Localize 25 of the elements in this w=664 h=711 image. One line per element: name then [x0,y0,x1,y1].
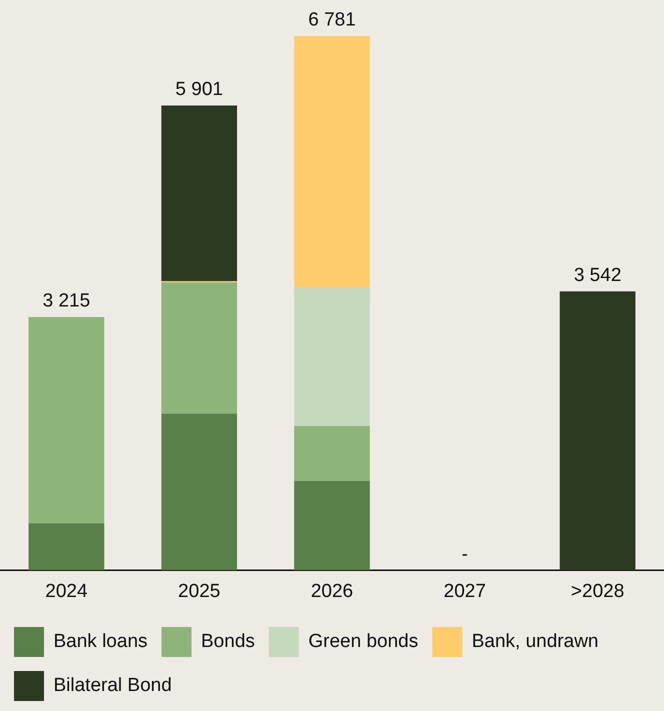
bar [28,523,104,570]
x-tick-label: >2028 [570,580,624,602]
bar [294,36,370,288]
legend-label: Bank loans [54,631,148,652]
x-tick-label: 2024 [45,580,88,602]
legend-label: Green bonds [308,631,418,652]
bar [560,291,636,570]
x-tick-label: 2025 [178,580,220,602]
x-tick-label: 2026 [310,580,354,602]
legend-label: Bilateral Bond [54,675,172,696]
bar [161,414,238,570]
bar [294,480,370,570]
annotation: 6 781 [308,10,356,31]
bar [28,316,104,524]
bar [294,288,370,426]
annotation: 3 215 [42,290,90,312]
bar [294,426,370,481]
bar [161,282,238,414]
x-tick-label: 2027 [444,580,486,602]
legend-label: Bonds [201,631,255,652]
annotation: - [462,544,468,565]
annotation: 5 901 [175,79,223,100]
legend-label: Bank, undrawn [472,631,598,652]
bar [161,105,238,282]
annotation: 3 542 [574,265,622,286]
